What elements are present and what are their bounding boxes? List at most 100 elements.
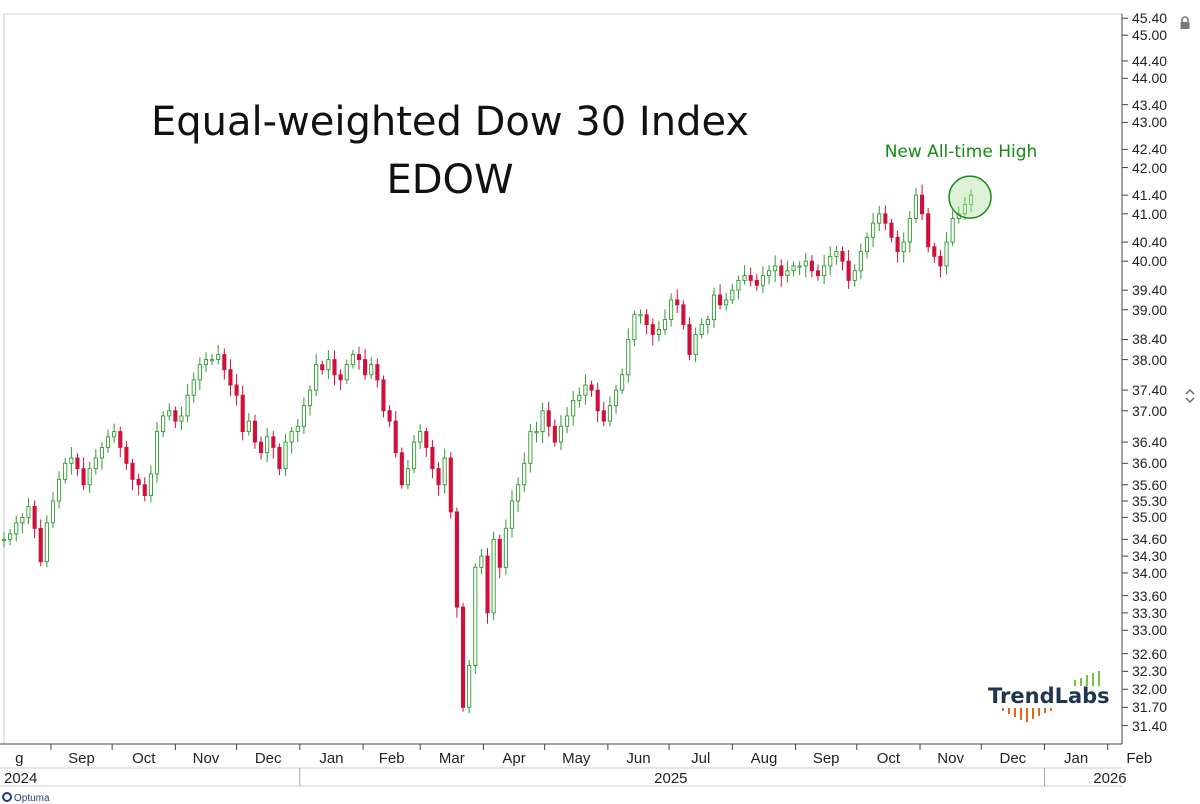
candle-body	[381, 379, 386, 412]
candle-body	[797, 265, 802, 268]
y-tick-label: 36.40	[1132, 434, 1168, 451]
svg-text:TrendLabs: TrendLabs	[988, 684, 1110, 708]
candle-body	[920, 194, 925, 215]
y-tick-label: 40.00	[1132, 253, 1168, 270]
y-tick-label: 32.00	[1132, 681, 1168, 698]
candle-body	[412, 441, 417, 470]
candle-body	[301, 405, 306, 427]
candle-body	[271, 436, 276, 448]
candle-body	[356, 354, 362, 361]
candle-body	[491, 538, 496, 614]
y-tick-label: 44.40	[1132, 52, 1168, 69]
x-tick-label: Sep	[812, 750, 840, 767]
candle-body	[742, 275, 747, 281]
x-tick-label: g	[15, 750, 24, 767]
x-tick-label: May	[562, 750, 591, 767]
y-tick-label: 43.40	[1132, 96, 1168, 113]
candle-body	[528, 431, 533, 464]
candle-body	[926, 213, 931, 248]
candle-body	[601, 410, 606, 422]
candle-body	[779, 265, 784, 277]
candle-body	[222, 354, 227, 371]
y-tick-label: 40.40	[1132, 234, 1168, 251]
x-tick-label: Mar	[438, 750, 465, 767]
candle-body	[405, 468, 410, 486]
candle-body	[191, 379, 196, 396]
candle-body	[112, 431, 117, 438]
y-tick-label: 35.60	[1132, 476, 1168, 493]
candle-body	[424, 431, 429, 448]
candle-body	[69, 457, 74, 464]
candle-body	[815, 270, 821, 277]
candle-body	[558, 425, 564, 443]
candle-body	[589, 384, 594, 391]
candle-body	[754, 279, 759, 286]
candle-body	[944, 241, 949, 267]
candle-body	[632, 314, 637, 340]
candle-body	[626, 339, 631, 376]
x-tick-label: Oct	[876, 750, 901, 767]
candle-body	[344, 364, 349, 381]
y-tick-label: 37.00	[1132, 402, 1168, 419]
chart-title: Equal-weighted Dow 30 Index	[150, 99, 750, 145]
candle-body	[699, 324, 704, 335]
candle-body	[473, 566, 478, 666]
candle-body	[454, 511, 459, 608]
candle-body	[883, 213, 888, 224]
y-tick-label: 33.60	[1132, 587, 1168, 604]
candle-body	[154, 431, 160, 475]
candle-body	[50, 500, 56, 524]
candle-body	[369, 364, 374, 376]
candle-body	[889, 222, 894, 238]
candle-body	[687, 324, 692, 355]
candle-body	[105, 436, 111, 448]
candle-body	[669, 299, 674, 321]
candle-body	[718, 294, 723, 306]
candle-body	[295, 425, 300, 433]
y-tick-label: 42.40	[1132, 141, 1168, 158]
candle-body	[252, 420, 257, 443]
candle-body	[516, 484, 521, 502]
y-tick-label: 39.00	[1132, 301, 1168, 318]
candle-body	[809, 260, 814, 272]
lock-icon[interactable]	[1179, 16, 1191, 30]
candle-body	[675, 299, 680, 306]
candle-body	[656, 329, 661, 335]
candle-body	[534, 431, 539, 434]
candle-body	[748, 275, 753, 281]
y-tick-label: 36.00	[1132, 455, 1168, 472]
candle-body	[203, 359, 209, 366]
y-tick-label: 38.40	[1132, 331, 1168, 348]
optuma-logo: Optuma	[2, 790, 54, 804]
candle-body	[497, 538, 502, 568]
candle-body	[773, 265, 778, 272]
y-tick-label: 34.60	[1132, 531, 1168, 548]
candle-body	[87, 468, 92, 486]
candle-body	[864, 236, 870, 253]
candle-body	[822, 265, 827, 277]
candle-body	[479, 555, 484, 568]
candle-body	[730, 289, 735, 301]
candle-body	[124, 446, 129, 464]
y-tick-label: 44.00	[1132, 70, 1168, 87]
scroll-handle-icon[interactable]	[1183, 388, 1197, 404]
candle-body	[540, 410, 545, 433]
candle-body	[871, 222, 876, 238]
y-tick-label: 35.00	[1132, 509, 1168, 526]
candle-body	[167, 410, 172, 417]
y-tick-label: 34.30	[1132, 548, 1168, 565]
candle-body	[522, 462, 527, 486]
candle-body	[430, 446, 435, 470]
y-tick-label: 35.30	[1132, 492, 1168, 509]
candle-body	[644, 314, 649, 326]
candle-body	[681, 304, 686, 326]
candle-body	[565, 415, 570, 427]
candle-body	[913, 194, 918, 219]
candle-body	[907, 218, 912, 243]
candle-body	[44, 522, 49, 563]
x-tick-label: Sep	[68, 750, 95, 767]
candle-body	[350, 354, 355, 366]
candle-body	[63, 462, 68, 480]
candle-body	[503, 527, 508, 568]
candle-body	[607, 405, 612, 422]
